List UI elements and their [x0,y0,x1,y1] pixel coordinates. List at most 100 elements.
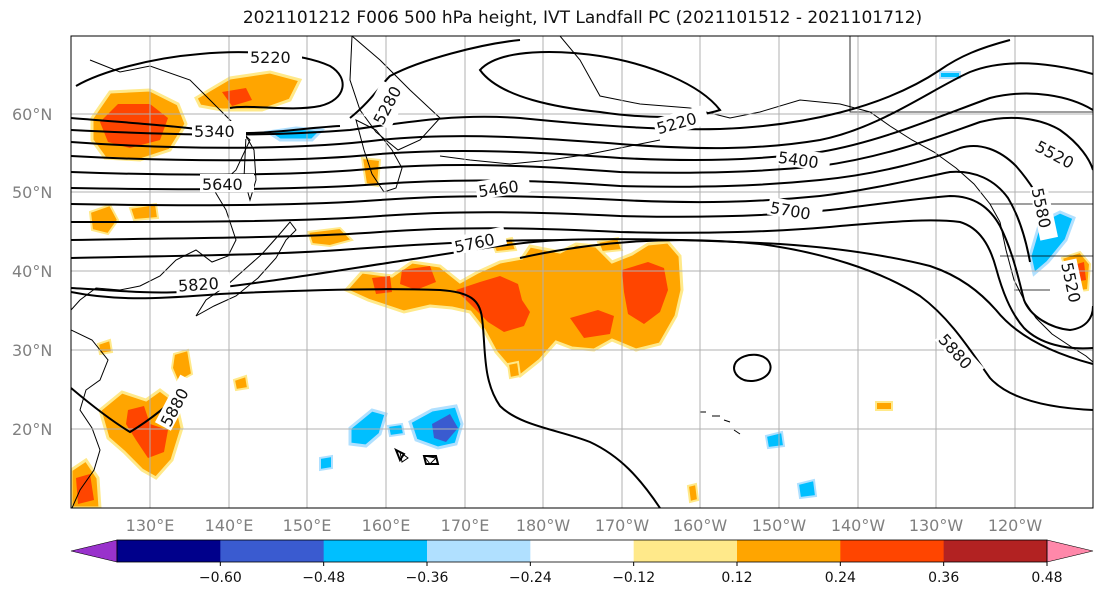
colorbar-tick-label: 0.12 [721,570,752,586]
colorbar-tick-label: −0.12 [612,570,655,586]
contour-label-bg [192,121,246,139]
ivt-positive-core [126,406,168,458]
height-contours [71,39,1093,508]
ivt-negative-region [796,478,818,500]
aleutian-islands [439,139,661,165]
colorbar-segment [117,540,221,562]
contour-label-bg [154,374,197,431]
ivt-negative-region [764,430,786,450]
lon-label: 150°W [752,516,807,535]
contour-label-bg [474,174,531,200]
colorbar-segment [220,540,325,562]
colorbar-segment [633,540,738,562]
lat-label: 30°N [12,341,52,360]
height-contour-5220 [75,51,344,110]
height-contour [71,145,1047,215]
lon-label: 140°W [831,516,886,535]
chukotka-coastline [349,36,441,151]
height-contour [71,170,1031,263]
contour-label-bg [775,146,832,172]
colorbar-segment [737,540,841,562]
ivt-positive-region [232,374,250,392]
height-contour [71,116,1093,176]
ivt-negative-region [939,71,961,79]
lat-label: 60°N [12,105,52,124]
colorbar-ticks: −0.60 −0.48 −0.36 −0.24 −0.12 0.12 0.24 0.36 0.4… [199,562,1063,586]
height-contour [71,92,1093,162]
height-contour [422,455,440,465]
height-contour [733,353,772,382]
contour-label-bg [175,272,231,294]
contour-label: 5340 [194,122,235,141]
contour-label-bg [450,226,508,256]
asia-coastline [71,59,251,311]
colorbar-frame [116,539,1048,563]
height-contour-5880 [71,288,661,508]
colorbar-segments [117,540,1048,562]
colorbar-tick-label: 0.48 [1031,570,1062,586]
height-contour-5280 [349,39,521,119]
contour-label-bg [767,196,824,224]
contour-label-bg [1031,134,1088,177]
contour-label: 5640 [202,175,243,194]
lon-label: 140°E [205,516,254,535]
contour-label: 5220 [250,48,291,67]
contour-label-bg [934,327,985,381]
colorbar-segment [427,540,531,562]
north-america-coastline [999,221,1093,363]
lon-label: 180°W [516,516,571,535]
colorbar-extend-high [1046,539,1094,563]
height-contour [71,219,1093,350]
height-contour [394,447,406,463]
alaska-coastline [559,36,1001,223]
ivt-positive-region [128,202,160,222]
ivt-positive-core [100,104,168,148]
lat-label: 20°N [12,420,52,439]
colorbar-tick-label: −0.60 [199,570,242,586]
longitude-axis: 130°E 140°E 150°E 160°E 170°E 180°W 170°… [126,516,1043,535]
height-contour-5220 [478,51,722,118]
lon-label: 130°W [909,516,964,535]
contour-label-group: 5220 5280 5220 5340 5400 5520 5460 5580 … [154,47,1088,431]
lat-label: 50°N [12,183,52,202]
contour-label-bg [1058,258,1088,316]
ivt-positive-region [875,401,893,411]
map-border [70,35,1094,509]
ivt-positive-core [622,262,668,324]
lon-label: 150°E [283,516,332,535]
contour-label-bg [652,104,710,139]
ivt-positive-core [400,266,436,290]
contour-label-bg [200,174,254,192]
colorbar-segment [323,540,428,562]
ivt-negative-region [348,408,388,448]
height-contour [71,39,1011,136]
contour-label-bg [248,47,302,65]
contour-label-bg [363,80,409,130]
colorbar-extend-low [70,539,118,563]
ivt-positive-region [306,226,354,248]
colorbar-tick-label: −0.36 [406,570,449,586]
ivt-positive-region [506,360,522,380]
height-contour [71,62,1093,150]
lon-label: 130°E [126,516,175,535]
colorbar-segment [943,540,1048,562]
colorbar-tick-label: −0.24 [509,570,552,586]
ivt-positive-core [76,474,94,504]
height-contour-5880 [519,239,1093,411]
lon-label: 170°W [595,516,650,535]
colorbar-tick-label: 0.36 [928,570,959,586]
lon-label: 170°E [441,516,490,535]
ivt-negative-region [319,454,333,472]
ivt-positive-region [686,482,700,504]
ivt-negative-core [432,414,458,442]
colorbar-tick-label: −0.48 [302,570,345,586]
lon-label: 160°E [362,516,411,535]
ivt-negative-region [386,422,406,438]
ivt-positive-region [88,203,120,236]
ivt-positive-region [194,70,303,112]
lon-label: 120°W [988,516,1043,535]
contour-label-bg [1029,184,1058,241]
lon-label: 160°W [673,516,728,535]
ivt-positive-core [456,276,530,332]
ivt-positive-core [570,310,614,338]
